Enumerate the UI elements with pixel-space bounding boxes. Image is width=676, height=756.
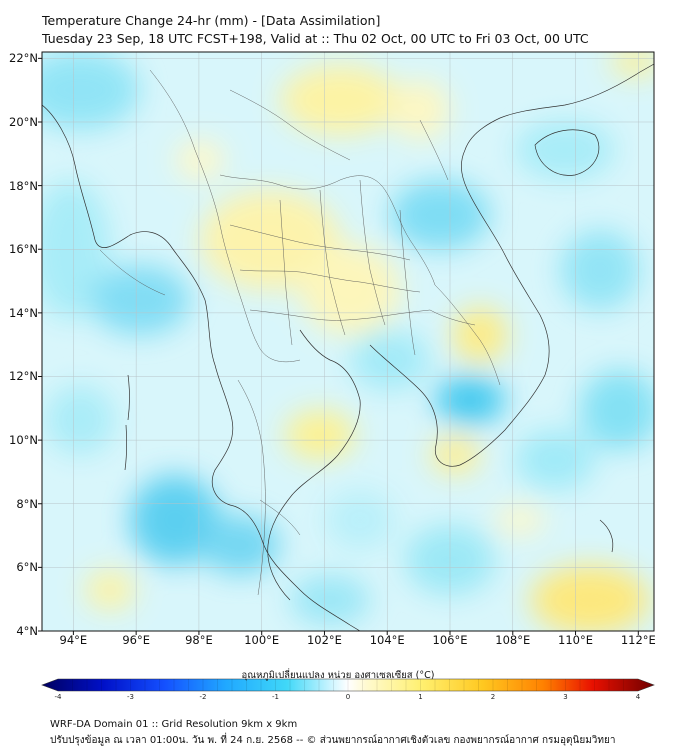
lat-tick-label: 22°N [9,51,38,66]
lon-tick-label: 108°E [495,633,531,647]
coastlines [42,63,654,631]
colorbar-tick-label: -1 [272,693,279,701]
colorbar-label: อุณหภูมิเปลี่ยนแปลง หน่วย องศาเซลเซียส (… [241,670,435,681]
lon-tick-label: 100°E [244,633,280,647]
lon-tick-label: 102°E [306,633,342,647]
map-frame [41,51,655,632]
lon-tick-label: 94°E [59,633,88,647]
map-subtitle: Tuesday 23 Sep, 18 UTC FCST+198, Valid a… [42,31,589,46]
lon-tick-label: 110°E [558,633,594,647]
lat-tick-label: 14°N [9,305,38,320]
colorbar [41,678,655,692]
lat-tick-label: 16°N [9,242,38,257]
lon-tick-label: 96°E [122,633,150,647]
temperature-field [42,52,654,631]
colorbar-tick-label: -3 [127,693,134,701]
admin-borders [99,69,501,596]
colorbar-segments [72,679,624,691]
lat-tick-label: 8°N [16,496,38,511]
lon-tick-label: 112°E [620,633,656,647]
map-title: Temperature Change 24-hr (mm) - [Data As… [42,13,381,28]
lon-tick-label: 106°E [432,633,468,647]
footer-resolution: WRF-DA Domain 01 :: Grid Resolution 9km … [50,719,298,730]
footer-credit: ปรับปรุงข้อมูล ณ เวลา 01:00น. วัน พ. ที่… [50,735,616,746]
colorbar-tick-label: 4 [635,693,641,701]
colorbar-tick-label: 1 [418,693,423,701]
graticule [42,52,654,631]
colorbar-tick-label: 3 [563,693,568,701]
colorbar-tick-label: 2 [490,693,496,701]
lat-tick-label: 6°N [16,560,38,575]
colorbar-tick-label: 0 [345,693,351,701]
lat-tick-label: 18°N [9,178,38,193]
lon-tick-label: 98°E [185,633,213,647]
axis-ticks [38,57,639,635]
lon-tick-label: 104°E [369,633,405,647]
lat-tick-label: 4°N [16,624,38,638]
lat-tick-label: 12°N [9,369,38,384]
colorbar-tick-label: -2 [199,693,207,701]
lat-tick-label: 20°N [9,114,38,129]
colorbar-tick-label: -4 [54,693,62,701]
lat-tick-label: 10°N [9,433,38,448]
